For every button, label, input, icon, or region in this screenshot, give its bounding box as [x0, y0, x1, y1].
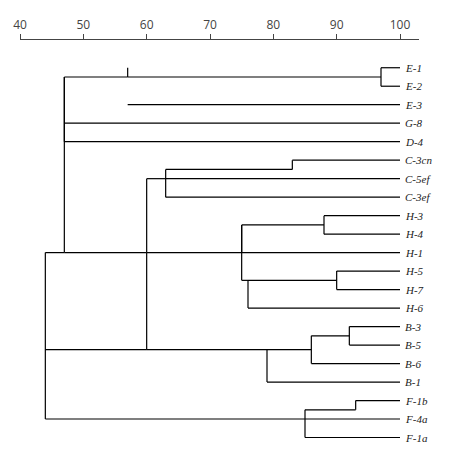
- svg-text:80: 80: [266, 16, 280, 33]
- svg-text:40: 40: [13, 16, 27, 33]
- svg-text:50: 50: [76, 16, 90, 33]
- svg-text:F-1b: F-1b: [405, 395, 428, 407]
- svg-text:H-4: H-4: [405, 228, 424, 240]
- svg-text:C-3cn: C-3cn: [405, 154, 432, 166]
- svg-text:E-2: E-2: [405, 80, 422, 92]
- svg-text:B-6: B-6: [405, 358, 421, 370]
- svg-text:H-6: H-6: [405, 302, 424, 314]
- svg-text:100: 100: [390, 16, 411, 33]
- svg-text:B-1: B-1: [405, 376, 421, 388]
- svg-text:E-1: E-1: [405, 62, 422, 74]
- svg-text:G-8: G-8: [405, 117, 423, 129]
- svg-text:H-7: H-7: [405, 284, 424, 296]
- svg-text:B-3: B-3: [405, 321, 421, 333]
- svg-text:F-4a: F-4a: [405, 413, 428, 425]
- svg-text:D-4: D-4: [405, 136, 424, 148]
- svg-text:70: 70: [203, 16, 217, 33]
- svg-text:C-3ef: C-3ef: [405, 191, 431, 203]
- svg-text:B-5: B-5: [405, 339, 421, 351]
- svg-text:H-1: H-1: [405, 247, 423, 259]
- svg-text:90: 90: [330, 16, 344, 33]
- svg-text:H-5: H-5: [405, 265, 424, 277]
- svg-text:H-3: H-3: [405, 210, 424, 222]
- svg-text:E-3: E-3: [405, 99, 422, 111]
- svg-text:C-5ef: C-5ef: [405, 173, 431, 185]
- svg-text:F-1a: F-1a: [405, 432, 428, 444]
- svg-text:60: 60: [140, 16, 154, 33]
